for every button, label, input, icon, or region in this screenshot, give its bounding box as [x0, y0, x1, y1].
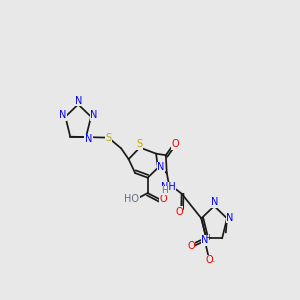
Text: NH: NH [161, 182, 176, 192]
Text: N: N [201, 235, 208, 245]
Text: O: O [175, 207, 183, 217]
Text: O: O [205, 255, 213, 265]
Text: N: N [157, 162, 164, 172]
Text: N: N [85, 134, 92, 144]
Text: ⁻: ⁻ [210, 258, 214, 267]
Text: N: N [59, 110, 67, 121]
Text: N: N [211, 197, 218, 207]
Text: O: O [172, 140, 179, 149]
Text: N: N [226, 213, 233, 223]
Text: N: N [90, 110, 98, 121]
Text: +: + [205, 232, 212, 242]
Text: O: O [187, 241, 195, 251]
Text: HO: HO [124, 194, 140, 204]
Text: S: S [136, 140, 142, 149]
Text: H: H [161, 186, 168, 195]
Text: N: N [74, 96, 82, 106]
Text: S: S [105, 133, 112, 142]
Text: O: O [159, 194, 167, 204]
